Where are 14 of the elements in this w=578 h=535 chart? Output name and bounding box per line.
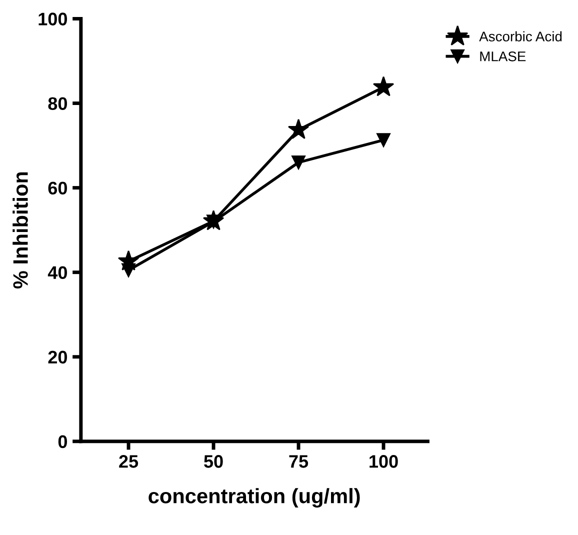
x-tick-label: 25 xyxy=(119,455,138,468)
y-tick-label: 100 xyxy=(38,12,67,26)
y-tick-label: 40 xyxy=(48,266,67,280)
x-tick-label: 50 xyxy=(204,455,223,468)
legend-label: MLASE xyxy=(480,51,526,62)
legend-label: Ascorbic Acid xyxy=(479,31,562,42)
y-tick-label: 20 xyxy=(48,350,67,364)
y-tick-label: 80 xyxy=(48,97,67,110)
x-tick-label: 100 xyxy=(370,455,398,468)
x-tick-label: 75 xyxy=(289,455,308,468)
y-tick-label: 0 xyxy=(58,435,67,448)
y-tick-label: 60 xyxy=(48,182,67,195)
y-axis-title: % Inhibition xyxy=(12,172,28,289)
x-axis-title: concentration (ug/ml) xyxy=(148,488,360,508)
